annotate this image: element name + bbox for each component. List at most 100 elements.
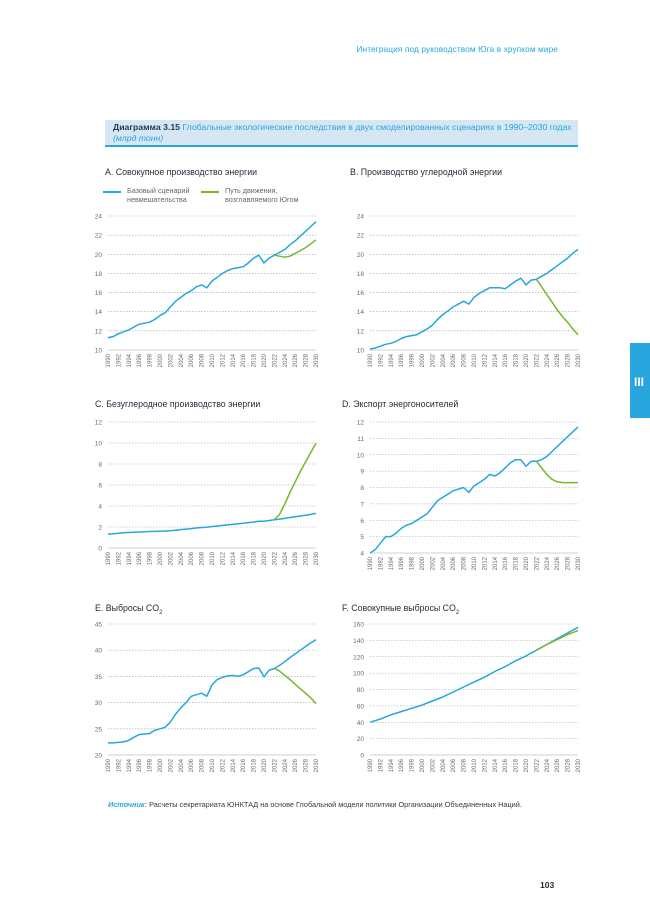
x-tick-e-2002: 2002 — [168, 758, 174, 772]
x-tick-c-1996: 1996 — [137, 551, 143, 565]
chapter-tab-label: III — [634, 375, 645, 389]
x-tick-f-1994: 1994 — [389, 758, 395, 772]
panel-title-d: D. Экспорт энергоносителей — [342, 399, 459, 409]
series-line-f-south — [536, 629, 579, 651]
x-tick-f-1990: 1990 — [368, 758, 374, 772]
x-tick-b-2016: 2016 — [503, 353, 509, 367]
series-line-e-baseline — [108, 639, 317, 744]
y-tick-f-160: 160 — [353, 622, 364, 629]
x-tick-f-2020: 2020 — [524, 758, 530, 772]
x-tick-e-2000: 2000 — [158, 758, 164, 772]
x-tick-b-2020: 2020 — [524, 353, 530, 367]
x-tick-e-2020: 2020 — [262, 758, 268, 772]
panel-title-e-text: E. Выбросы CO — [95, 603, 160, 613]
x-tick-b-1994: 1994 — [389, 353, 395, 367]
x-tick-b-1992: 1992 — [378, 353, 384, 367]
x-tick-a-2028: 2028 — [304, 353, 310, 367]
y-tick-d-9: 9 — [360, 469, 364, 476]
y-tick-c-8: 8 — [98, 462, 102, 469]
y-tick-d-5: 5 — [360, 534, 364, 541]
x-tick-d-2010: 2010 — [472, 556, 478, 570]
chart-panel-c: 0 2 4 6 8 10 12 1990 1992 1994 1996 1998 2000 2002 200… — [95, 420, 320, 566]
y-tick-e-45: 45 — [95, 622, 103, 629]
x-tick-d-1996: 1996 — [399, 556, 405, 570]
x-tick-e-2026: 2026 — [293, 758, 299, 772]
series-line-e-south — [274, 667, 317, 705]
x-tick-f-2010: 2010 — [472, 758, 478, 772]
y-tick-f-60: 60 — [357, 703, 365, 710]
y-tick-b-22: 22 — [357, 233, 365, 240]
y-tick-f-20: 20 — [357, 736, 365, 743]
x-tick-e-2006: 2006 — [189, 758, 195, 772]
x-tick-d-2030: 2030 — [576, 556, 582, 570]
panel-title-b: B. Производство углеродной энергии — [350, 167, 502, 177]
series-line-b-south — [535, 278, 579, 336]
y-tick-f-140: 140 — [353, 638, 364, 645]
y-tick-a-18: 18 — [95, 271, 103, 278]
y-tick-f-0: 0 — [360, 753, 364, 760]
x-tick-e-1998: 1998 — [148, 758, 154, 772]
x-tick-b-2010: 2010 — [472, 353, 478, 367]
y-tick-e-30: 30 — [95, 700, 103, 707]
series-line-a-south — [274, 239, 317, 258]
x-tick-d-2022: 2022 — [534, 556, 540, 570]
x-tick-c-2002: 2002 — [168, 551, 174, 565]
x-tick-e-2004: 2004 — [179, 758, 185, 772]
x-tick-f-1996: 1996 — [399, 758, 405, 772]
x-tick-d-2016: 2016 — [503, 556, 509, 570]
source-note: Источник: Расчеты секретариата ЮНКТАД на… — [108, 800, 522, 809]
x-tick-c-1994: 1994 — [127, 551, 133, 565]
x-tick-c-2018: 2018 — [252, 551, 258, 565]
series-line-c-south — [273, 442, 317, 521]
x-tick-c-2000: 2000 — [158, 551, 164, 565]
y-tick-a-16: 16 — [95, 290, 103, 297]
y-tick-e-40: 40 — [95, 648, 103, 655]
y-tick-d-8: 8 — [360, 485, 364, 492]
x-tick-d-2004: 2004 — [441, 556, 447, 570]
x-tick-a-2014: 2014 — [231, 353, 237, 367]
y-tick-b-14: 14 — [357, 309, 365, 316]
y-tick-a-20: 20 — [95, 252, 103, 259]
figure-title: Диаграмма 3.15 Глобальные экологические … — [113, 122, 578, 144]
x-tick-f-2014: 2014 — [493, 758, 499, 772]
series-line-f-baseline — [369, 626, 579, 724]
x-tick-e-2024: 2024 — [283, 758, 289, 772]
series-line-c-baseline — [107, 512, 317, 536]
x-tick-c-2004: 2004 — [179, 551, 185, 565]
y-tick-f-40: 40 — [357, 720, 365, 727]
x-tick-a-1992: 1992 — [116, 353, 122, 367]
x-tick-a-2010: 2010 — [210, 353, 216, 367]
x-tick-d-1994: 1994 — [389, 556, 395, 570]
x-tick-e-1990: 1990 — [106, 758, 112, 772]
y-tick-f-100: 100 — [353, 671, 364, 678]
chart-panel-d: 4 5 6 7 8 9 10 11 12 1990 1992 1994 1996 1998 2000 2002… — [357, 420, 582, 571]
x-tick-f-2002: 2002 — [430, 758, 436, 772]
x-tick-e-2016: 2016 — [241, 758, 247, 772]
x-tick-a-2018: 2018 — [252, 353, 258, 367]
x-tick-e-2030: 2030 — [314, 758, 320, 772]
y-tick-b-12: 12 — [357, 328, 365, 335]
x-tick-b-2022: 2022 — [534, 353, 540, 367]
legend-swatch-south — [201, 191, 219, 193]
x-tick-a-1998: 1998 — [148, 353, 154, 367]
chapter-tab: III — [630, 343, 650, 418]
y-tick-b-20: 20 — [357, 252, 365, 259]
panel-title-e-sub: 2 — [159, 609, 163, 616]
x-tick-b-2006: 2006 — [451, 353, 457, 367]
x-tick-d-2008: 2008 — [462, 556, 468, 570]
legend-swatch-baseline — [103, 191, 121, 193]
x-tick-d-2026: 2026 — [555, 556, 561, 570]
y-tick-d-7: 7 — [360, 501, 364, 508]
y-tick-e-35: 35 — [95, 674, 103, 681]
x-tick-e-2012: 2012 — [220, 758, 226, 772]
x-tick-f-2000: 2000 — [420, 758, 426, 772]
y-tick-c-10: 10 — [95, 441, 103, 448]
x-tick-f-2030: 2030 — [576, 758, 582, 772]
x-tick-b-2002: 2002 — [430, 353, 436, 367]
y-tick-b-24: 24 — [357, 214, 365, 221]
x-tick-f-2008: 2008 — [462, 758, 468, 772]
x-tick-f-2006: 2006 — [451, 758, 457, 772]
x-tick-e-2018: 2018 — [252, 758, 258, 772]
x-tick-c-2014: 2014 — [231, 551, 237, 565]
